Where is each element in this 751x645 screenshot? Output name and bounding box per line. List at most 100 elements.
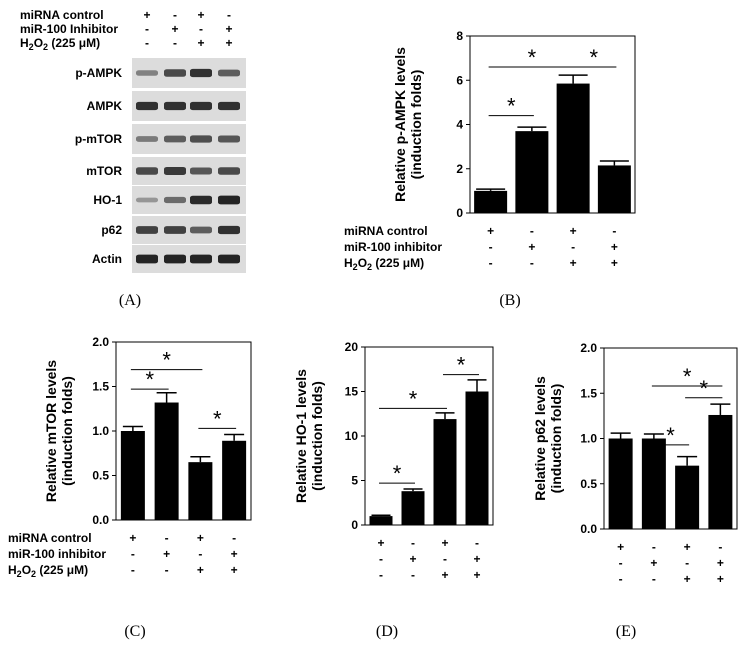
bar [556, 83, 590, 213]
y-tick-label: 1.5 [92, 380, 109, 394]
bar [641, 438, 666, 529]
cond-C-sign: - [165, 531, 169, 545]
cond-C-sign: + [129, 531, 136, 545]
blot-band [136, 70, 158, 76]
cond-D-sign: - [443, 552, 447, 566]
panel-label-a: (A) [119, 292, 141, 309]
blot-protein-label: p62 [101, 223, 122, 237]
blot-band [164, 135, 186, 143]
cond-C-label-h2o2: H2O2 (225 μM) [8, 563, 88, 579]
y-tick-label: 0.5 [580, 477, 597, 491]
significance-star: * [213, 406, 222, 431]
significance-star: * [666, 423, 675, 448]
blot-band [190, 254, 212, 264]
significance-star: * [457, 353, 466, 378]
cond-B-label-h2o2: H2O2 (225 μM) [344, 256, 424, 272]
bar [465, 391, 489, 525]
y-tick-label: 0.0 [92, 513, 109, 527]
cond-B-sign: - [489, 240, 493, 254]
cond-B-sign: + [611, 240, 618, 254]
panel-label-b: (B) [499, 292, 520, 309]
bar [597, 165, 631, 213]
blot-band [190, 195, 212, 205]
blot-band [190, 135, 212, 143]
chart-mtor: 0.0 0.5 1.0 1.5 2.0 Relative mTOR levels (indu… [8, 335, 252, 579]
cond-B-sign: - [489, 256, 493, 270]
bar [369, 516, 393, 525]
cond-B-sign: - [571, 240, 575, 254]
panel-label-d: (D) [376, 623, 398, 640]
blot-sign: + [171, 22, 178, 36]
blot-protein-label: mTOR [86, 164, 122, 178]
cond-D-sign: - [379, 568, 383, 582]
cond-D-sign: - [475, 536, 479, 550]
significance-star: * [162, 348, 171, 373]
significance-star: * [683, 364, 692, 389]
cond-E-sign: + [617, 540, 624, 554]
significance-star: * [145, 367, 154, 392]
blot-band [136, 101, 158, 111]
blot-label-h2o2: H2O2 (225 μM) [20, 36, 100, 52]
y-tick-label: 1.0 [580, 432, 597, 446]
cond-C-sign: + [163, 547, 170, 561]
cond-B-sign: + [570, 224, 577, 238]
blot-sign: + [143, 8, 150, 22]
y-tick-label: 15 [345, 385, 359, 399]
cond-E-sign: + [717, 556, 724, 570]
significance-star: * [699, 376, 708, 401]
bar [608, 438, 633, 529]
blot-band [136, 197, 158, 203]
bar [401, 491, 425, 525]
blot-sign: + [197, 8, 204, 22]
blot-band [218, 69, 240, 77]
bar [222, 440, 247, 520]
blot-band [218, 135, 240, 143]
cond-D-sign: - [411, 568, 415, 582]
y-axis-title: Relative HO-1 levels [293, 369, 309, 503]
blot-band [136, 136, 158, 142]
cond-E-sign: - [685, 556, 689, 570]
cond-E-sign: + [684, 540, 691, 554]
blot-band [136, 254, 158, 264]
bar [474, 190, 508, 213]
blot-band [190, 68, 212, 78]
y-axis-title: (induction folds) [548, 384, 564, 494]
blot-sign: - [227, 8, 231, 22]
cond-C-sign: + [231, 563, 238, 577]
blot-band [218, 195, 240, 205]
y-tick-label: 6 [456, 73, 463, 87]
blot-band [190, 226, 212, 234]
significance-star: * [393, 461, 402, 486]
chart-p62: 0.0 0.5 1.0 1.5 2.0 Relative p62 levels (induc… [532, 341, 738, 586]
blot-band [218, 254, 240, 264]
significance-star: * [409, 386, 418, 411]
cond-B-sign: - [530, 256, 534, 270]
cond-E-sign: + [650, 556, 657, 570]
blot-sign: + [225, 22, 232, 36]
significance-star: * [528, 45, 537, 70]
cond-B-sign: + [611, 256, 618, 270]
blot-band [136, 167, 158, 175]
blot-band [218, 167, 240, 175]
y-tick-label: 0.5 [92, 469, 109, 483]
cond-E-sign: - [652, 540, 656, 554]
y-tick-label: 10 [345, 429, 359, 443]
cond-E-sign: + [717, 572, 724, 586]
blot-band [164, 101, 186, 111]
bar [708, 414, 733, 529]
significance-star: * [507, 94, 516, 119]
cond-D-sign: + [473, 552, 480, 566]
y-tick-label: 4 [456, 118, 463, 132]
y-axis-title: Relative mTOR levels [43, 360, 59, 502]
blot-sign: - [173, 8, 177, 22]
cond-E-sign: + [684, 572, 691, 586]
cond-B-label-1: miR-100 inhibitor [344, 240, 442, 254]
cond-D-sign: - [411, 536, 415, 550]
bar [515, 131, 549, 213]
blot-sign: - [173, 36, 177, 50]
cond-C-label-1: miR-100 inhibitor [8, 547, 106, 561]
cond-D-sign: + [441, 536, 448, 550]
blot-sign: + [225, 36, 232, 50]
blot-sign: - [145, 22, 149, 36]
